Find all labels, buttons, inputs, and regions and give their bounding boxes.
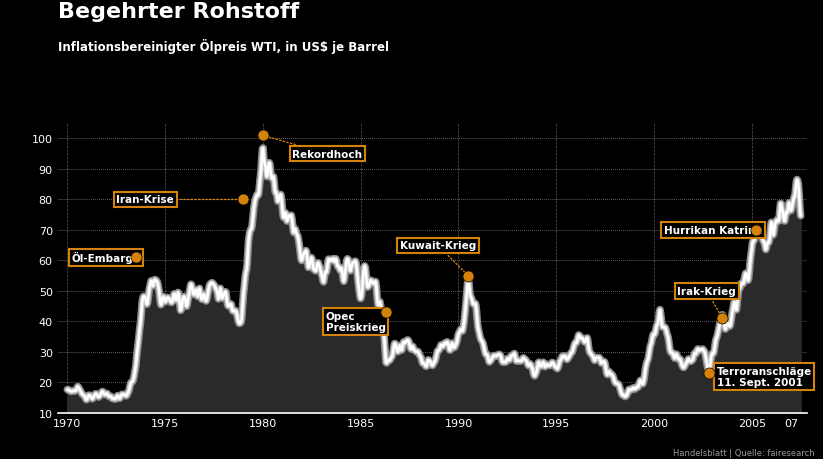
Text: Hurrikan Katrina: Hurrikan Katrina xyxy=(664,225,762,235)
Text: Opec
Preiskrieg: Opec Preiskrieg xyxy=(326,311,385,333)
Text: Inflationsbereinigter Ölpreis WTI, in US$ je Barrel: Inflationsbereinigter Ölpreis WTI, in US… xyxy=(58,39,388,54)
Text: Rekordhoch: Rekordhoch xyxy=(266,137,362,159)
Text: Handelsblatt | Quelle: fairesearch: Handelsblatt | Quelle: fairesearch xyxy=(673,448,815,457)
Text: Kuwait-Krieg: Kuwait-Krieg xyxy=(400,241,476,274)
Text: Terroranschläge
11. Sept. 2001: Terroranschläge 11. Sept. 2001 xyxy=(709,366,811,387)
Text: Öl-Embargo: Öl-Embargo xyxy=(72,252,141,264)
Text: Iran-Krise: Iran-Krise xyxy=(116,195,240,205)
Text: Begehrter Rohstoff: Begehrter Rohstoff xyxy=(58,2,299,22)
Text: Irak-Krieg: Irak-Krieg xyxy=(677,286,737,316)
